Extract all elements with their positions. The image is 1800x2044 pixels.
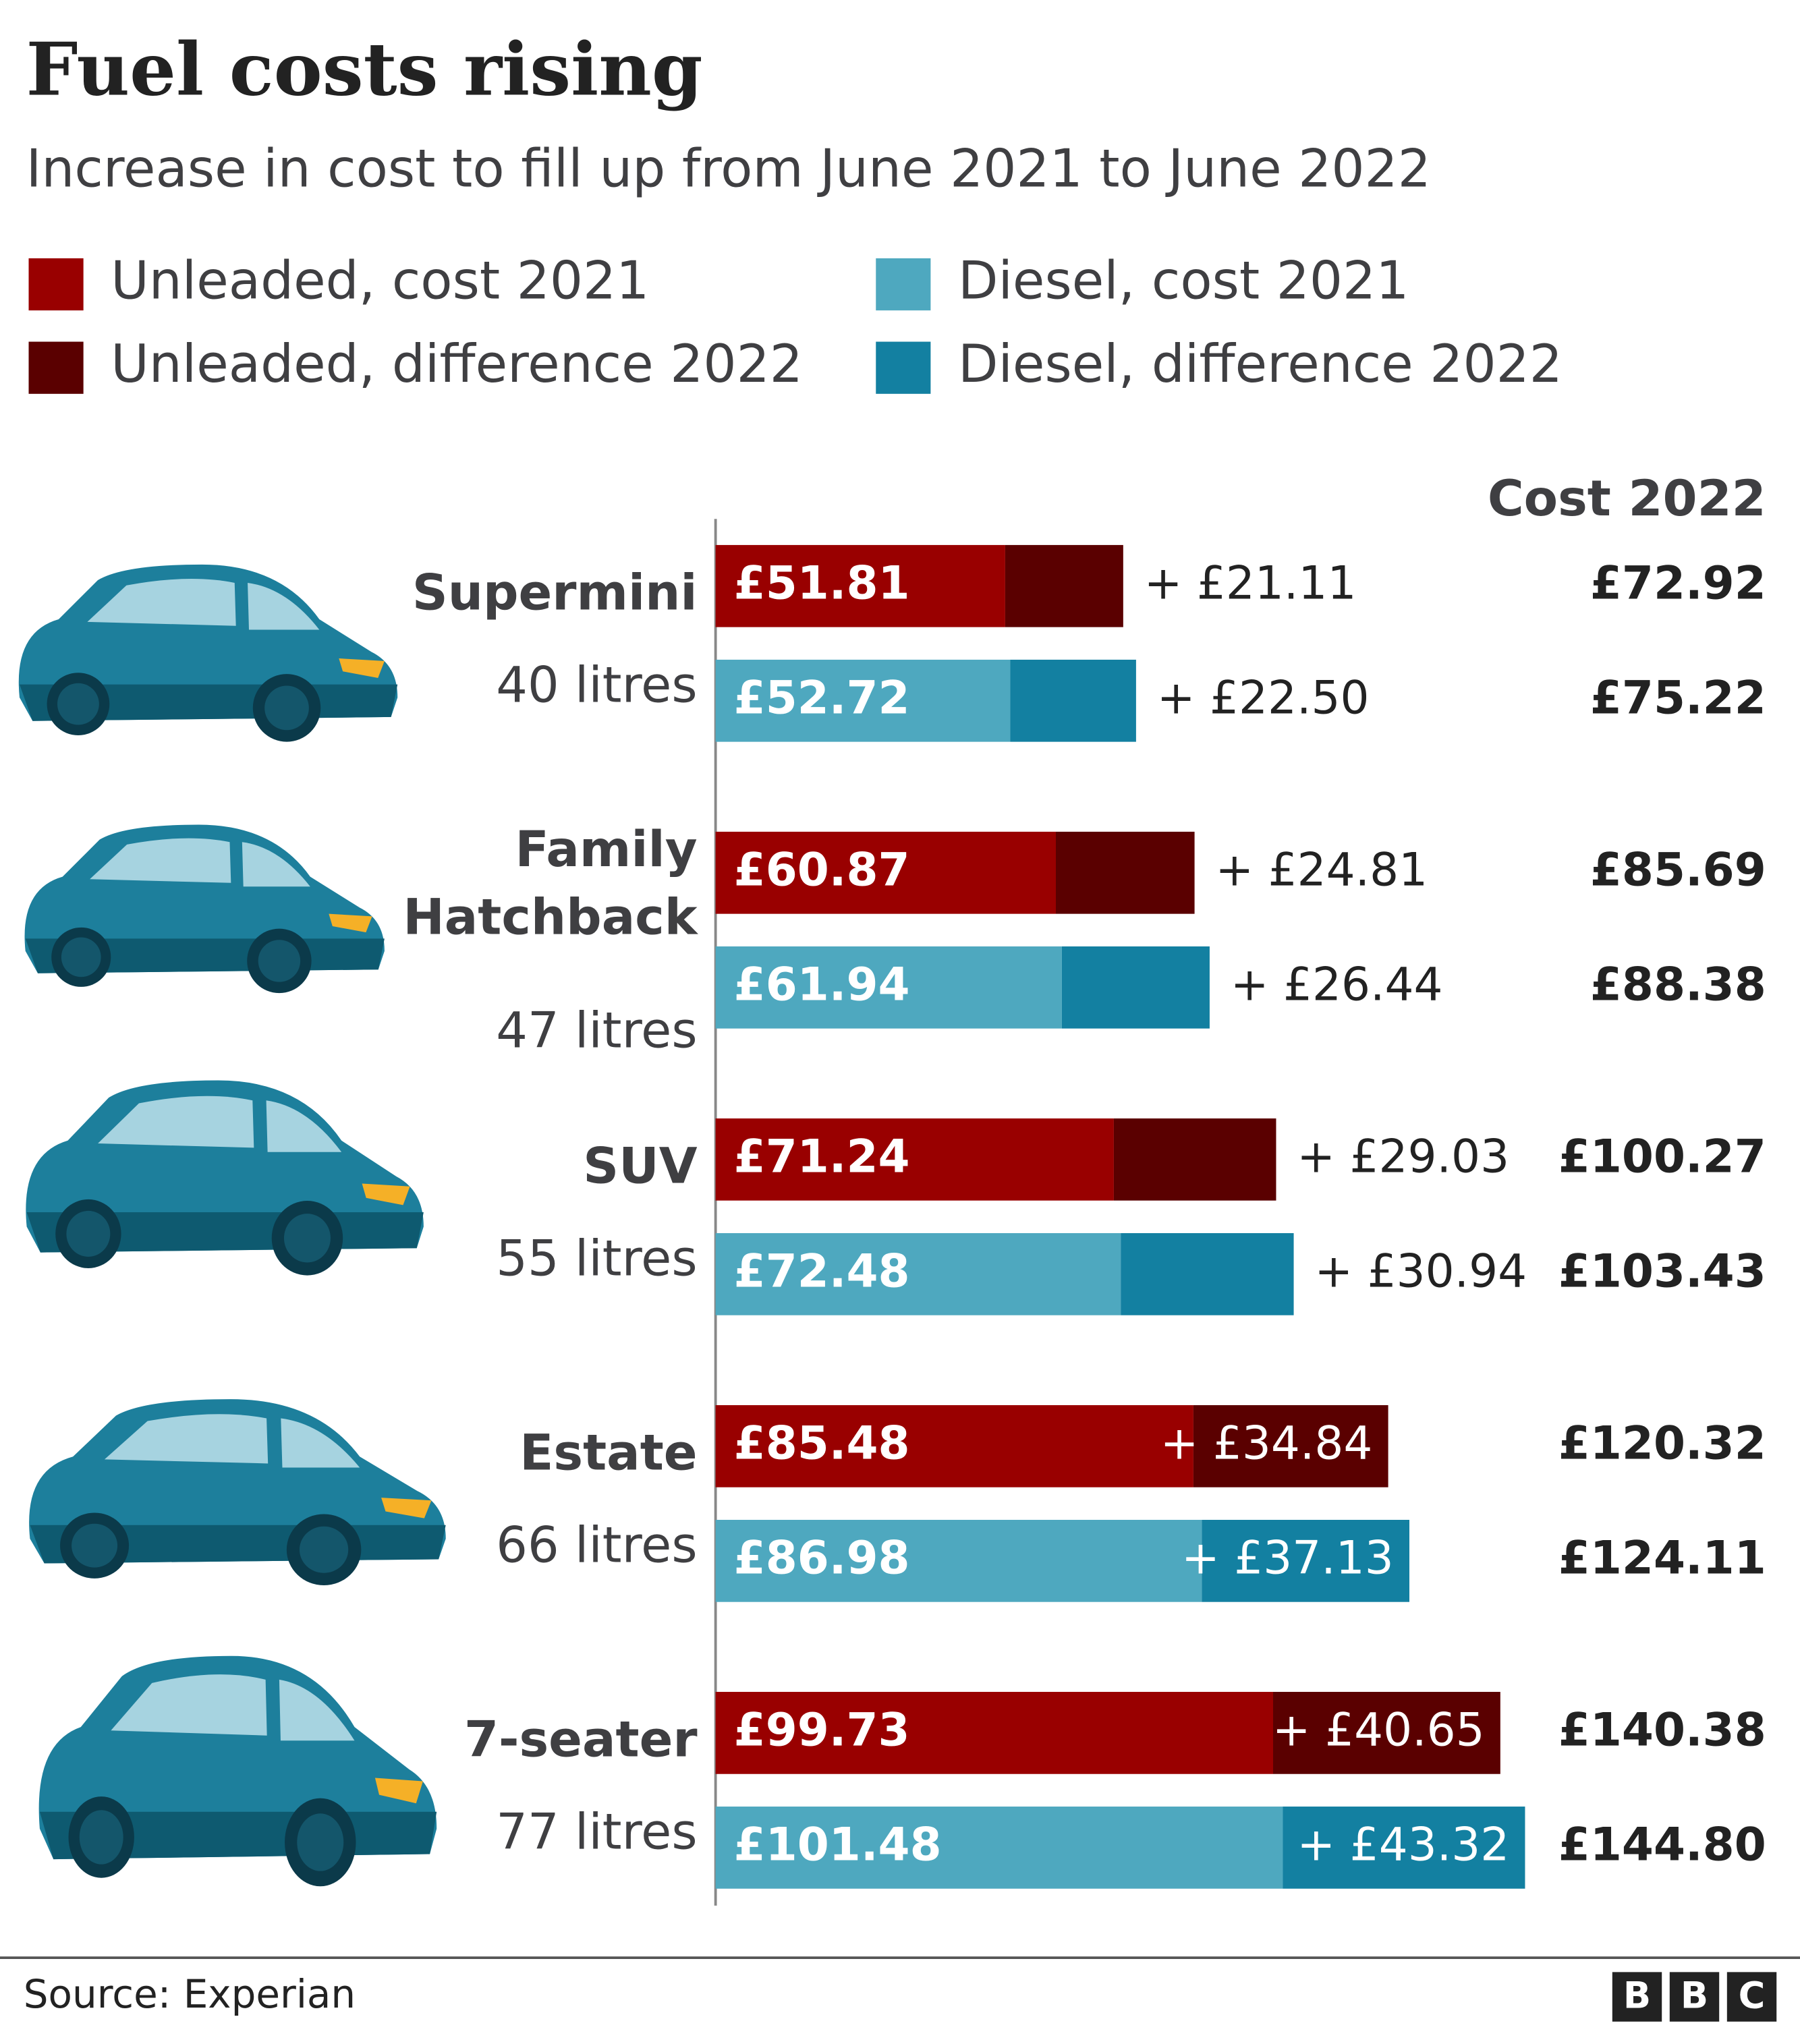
logo-block bbox=[1669, 1972, 1720, 2022]
value-label: £52.72 bbox=[734, 671, 910, 724]
category-sublabel: 40 litres bbox=[496, 656, 697, 714]
bar-segment bbox=[1121, 1232, 1294, 1315]
car-icon bbox=[29, 1399, 446, 1585]
bar-segment bbox=[1273, 1692, 1500, 1774]
legend-swatch bbox=[876, 258, 931, 311]
logo-letter: B bbox=[1681, 1975, 1708, 2017]
value-label: £101.48 bbox=[734, 1817, 942, 1871]
bar-segment bbox=[715, 1692, 1274, 1774]
difference-label: + £30.94 bbox=[1314, 1244, 1527, 1297]
bar-segment bbox=[715, 544, 1005, 627]
total-label: £140.38 bbox=[1558, 1703, 1766, 1756]
value-label: £51.81 bbox=[734, 556, 910, 609]
total-label: £75.22 bbox=[1590, 671, 1766, 724]
legend-label: Diesel, difference 2022 bbox=[958, 334, 1563, 395]
difference-label: + £43.32 bbox=[1297, 1817, 1510, 1871]
value-label: £99.73 bbox=[734, 1703, 910, 1756]
logo-block bbox=[1726, 1972, 1777, 2022]
difference-label: + £21.11 bbox=[1144, 556, 1357, 609]
bar-segment bbox=[715, 1807, 1283, 1889]
legend-label: Diesel, cost 2021 bbox=[958, 251, 1409, 312]
bar-segment bbox=[715, 946, 1062, 1029]
difference-label: + £40.65 bbox=[1272, 1703, 1485, 1756]
chart-subtitle: Increase in cost to fill up from June 20… bbox=[26, 138, 1431, 199]
total-label: £85.69 bbox=[1590, 843, 1766, 896]
bar-segment bbox=[1010, 659, 1136, 742]
total-label: £103.43 bbox=[1558, 1244, 1766, 1297]
car-icon bbox=[18, 564, 398, 742]
bar-segment bbox=[1283, 1807, 1525, 1889]
difference-label: + £22.50 bbox=[1157, 671, 1370, 724]
category-label: SUV bbox=[583, 1137, 697, 1195]
difference-label: + £24.81 bbox=[1215, 843, 1428, 896]
bar-segment bbox=[1056, 831, 1195, 914]
value-label: £61.94 bbox=[734, 957, 910, 1011]
category-sublabel: 47 litres bbox=[496, 1002, 697, 1059]
value-label: £85.48 bbox=[734, 1416, 910, 1469]
total-label: £120.32 bbox=[1558, 1416, 1766, 1469]
bar-segment bbox=[715, 1519, 1202, 1602]
category-label: Estate bbox=[519, 1424, 697, 1481]
bar-segment bbox=[1005, 544, 1123, 627]
category-sublabel: 77 litres bbox=[496, 1804, 697, 1861]
legend-swatch bbox=[28, 341, 84, 394]
legend-swatch bbox=[28, 258, 84, 311]
bar-segment bbox=[1113, 1118, 1276, 1201]
total-label: £124.11 bbox=[1558, 1531, 1766, 1584]
category-label: 7-seater bbox=[464, 1711, 698, 1768]
difference-label: + £29.03 bbox=[1297, 1129, 1509, 1183]
category-label: Hatchback bbox=[403, 888, 698, 946]
car-icon bbox=[24, 824, 385, 994]
chart-title: Fuel costs rising bbox=[26, 26, 703, 113]
total-label: £144.80 bbox=[1558, 1817, 1766, 1871]
value-label: £60.87 bbox=[734, 843, 910, 896]
difference-label: + £34.84 bbox=[1160, 1416, 1373, 1469]
total-label: £72.92 bbox=[1590, 556, 1766, 609]
value-label: £72.48 bbox=[734, 1244, 910, 1297]
difference-label: + £37.13 bbox=[1181, 1531, 1394, 1584]
category-label: Supermini bbox=[412, 564, 698, 621]
bar-segment bbox=[715, 1118, 1114, 1201]
total-label: £100.27 bbox=[1558, 1129, 1766, 1183]
value-label: £71.24 bbox=[734, 1129, 910, 1183]
category-sublabel: 66 litres bbox=[496, 1517, 697, 1574]
source: Source: Experian bbox=[24, 1971, 356, 2017]
totals-header: Cost 2022 bbox=[1488, 470, 1766, 528]
category-label: Family bbox=[515, 821, 698, 878]
logo-letter: B bbox=[1623, 1975, 1651, 2017]
bar-segment bbox=[1202, 1519, 1410, 1602]
total-label: £88.38 bbox=[1590, 957, 1766, 1011]
category-sublabel: 55 litres bbox=[496, 1230, 697, 1287]
car-icon bbox=[38, 1655, 437, 1887]
value-label: £86.98 bbox=[734, 1531, 910, 1584]
bar-segment bbox=[715, 1232, 1121, 1315]
car-icon bbox=[26, 1080, 424, 1276]
bar-segment bbox=[715, 1404, 1193, 1487]
logo-letter: C bbox=[1739, 1975, 1766, 2017]
bar-segment bbox=[1061, 946, 1210, 1029]
legend-label: Unleaded, difference 2022 bbox=[111, 334, 803, 395]
bar-segment bbox=[715, 831, 1057, 914]
difference-label: + £26.44 bbox=[1231, 957, 1443, 1011]
logo-block bbox=[1612, 1972, 1662, 2022]
bar-segment bbox=[715, 659, 1011, 742]
legend-label: Unleaded, cost 2021 bbox=[111, 251, 649, 312]
bar-segment bbox=[1193, 1404, 1388, 1487]
legend-swatch bbox=[876, 341, 931, 394]
